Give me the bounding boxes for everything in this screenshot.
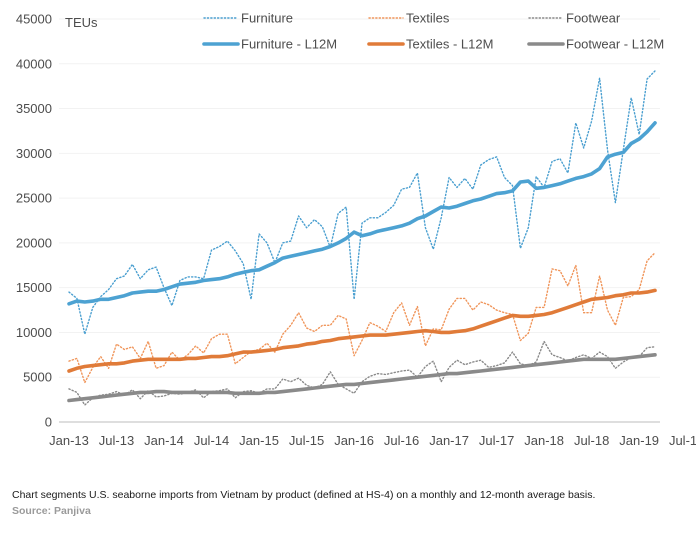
series-line-furniture-l12m — [67, 121, 657, 306]
y-tick-label: 10000 — [16, 325, 52, 340]
x-tick-label: Jan-19 — [619, 433, 659, 448]
x-tick-label: Jan-17 — [429, 433, 469, 448]
legend-label-textiles-l12m: Textiles - L12M — [406, 37, 493, 52]
line-chart: 0 5000 10000 15000 20000 25000 30000 35000 40000… — [16, 11, 696, 449]
x-tick-label: Jul-19 — [669, 433, 696, 448]
legend-label-footwear: Footwear — [566, 11, 621, 26]
y-tick-label: 30000 — [16, 146, 52, 161]
chart-caption: Chart segments U.S. seaborne imports fro… — [12, 489, 596, 501]
x-axis: Jan-13 Jul-13 Jan-14 Jul-14 Jan-15 Jul-15 Jan-… — [49, 433, 696, 448]
series-line-footwear — [68, 340, 656, 406]
series-line-textiles-l12m — [67, 288, 657, 373]
y-tick-label: 45000 — [16, 12, 52, 27]
x-tick-label: Jan-16 — [334, 433, 374, 448]
series-line-footwear-l12m — [67, 352, 657, 403]
legend-label-furniture-l12m: Furniture - L12M — [241, 37, 337, 52]
x-tick-label: Jan-13 — [49, 433, 89, 448]
y-tick-label: 5000 — [23, 370, 52, 385]
series-line-furniture — [68, 70, 656, 335]
y-tick-label: 20000 — [16, 235, 52, 250]
x-tick-label: Jul-18 — [574, 433, 609, 448]
legend: Furniture Textiles Footwear Furniture - L12… — [202, 11, 664, 52]
legend-label-footwear-l12m: Footwear - L12M — [566, 37, 664, 52]
y-tick-label: 40000 — [16, 56, 52, 71]
x-tick-label: Jul-16 — [384, 433, 419, 448]
series-line-textiles — [68, 251, 656, 384]
x-tick-label: Jan-14 — [144, 433, 184, 448]
y-tick-label: 25000 — [16, 191, 52, 206]
legend-label-furniture: Furniture — [241, 11, 293, 26]
x-tick-label: Jul-17 — [479, 433, 514, 448]
series-lines — [67, 70, 657, 406]
x-tick-label: Jul-13 — [99, 433, 134, 448]
chart-source: Source: Panjiva — [12, 505, 91, 517]
y-tick-label: 15000 — [16, 280, 52, 295]
x-tick-label: Jan-15 — [239, 433, 279, 448]
y-tick-label: 35000 — [16, 101, 52, 116]
y-unit-label: TEUs — [65, 15, 98, 30]
y-axis: 0 5000 10000 15000 20000 25000 30000 35000 40000… — [16, 12, 52, 430]
x-tick-label: Jan-18 — [524, 433, 564, 448]
x-tick-label: Jul-14 — [194, 433, 229, 448]
legend-label-textiles: Textiles — [406, 11, 450, 26]
x-tick-label: Jul-15 — [289, 433, 324, 448]
grid-lines — [59, 18, 660, 378]
y-tick-label: 0 — [45, 415, 52, 430]
